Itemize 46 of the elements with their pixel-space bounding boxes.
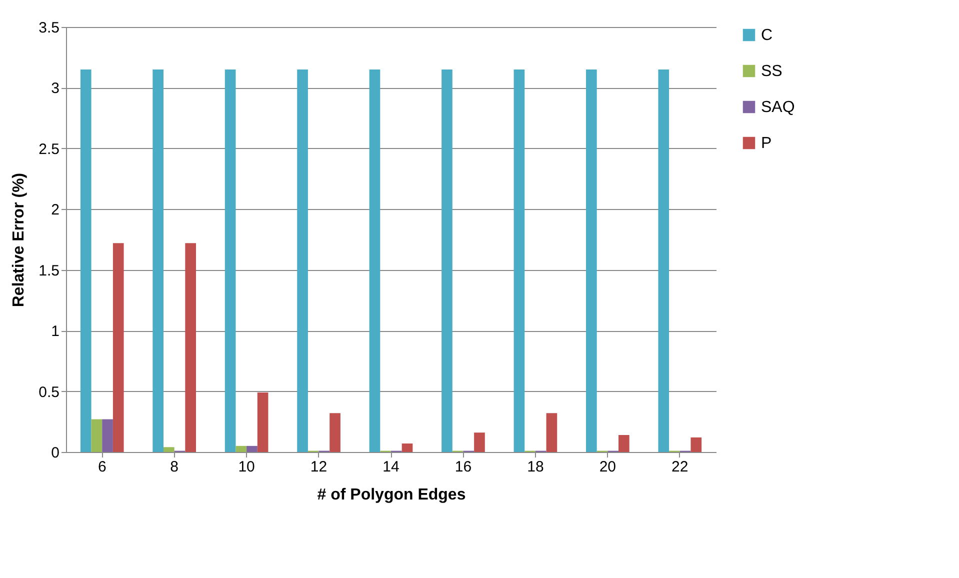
bar bbox=[185, 243, 196, 452]
x-tick-label: 16 bbox=[454, 458, 472, 476]
bar bbox=[164, 447, 174, 452]
bar bbox=[257, 392, 268, 452]
x-tick-label: 20 bbox=[599, 458, 616, 476]
legend-label: P bbox=[761, 135, 772, 152]
legend-label: SS bbox=[761, 63, 782, 80]
bar bbox=[246, 446, 258, 452]
y-tick-label: 1 bbox=[51, 323, 60, 340]
y-axis-title: Relative Error (%) bbox=[10, 172, 28, 308]
x-axis-title: # of Polygon Edges bbox=[317, 486, 466, 504]
bar bbox=[330, 413, 340, 452]
bar bbox=[297, 70, 308, 452]
y-tick-label: 0.5 bbox=[38, 384, 60, 401]
bar bbox=[102, 419, 113, 452]
bar bbox=[224, 70, 236, 452]
bar bbox=[91, 419, 102, 452]
y-tick-label: 2.5 bbox=[38, 140, 60, 158]
x-tick-label: 12 bbox=[310, 458, 328, 476]
bar bbox=[546, 413, 558, 452]
y-tick-label: 3.5 bbox=[38, 20, 60, 36]
y-tick-label: 2 bbox=[51, 202, 60, 219]
bar bbox=[80, 70, 92, 452]
bar bbox=[618, 435, 630, 452]
bar bbox=[152, 70, 164, 452]
x-tick-label: 6 bbox=[98, 458, 106, 476]
x-tick-label: 8 bbox=[170, 458, 179, 476]
y-tick-label: 3 bbox=[51, 80, 60, 98]
x-tick-label: 18 bbox=[527, 458, 544, 476]
x-tick-label: 14 bbox=[382, 458, 400, 476]
bar bbox=[442, 70, 452, 452]
y-tick-label: 1.5 bbox=[38, 262, 60, 280]
y-tick-label: 0 bbox=[51, 444, 60, 462]
x-tick-label: 10 bbox=[238, 458, 255, 476]
bar bbox=[514, 70, 525, 452]
bar bbox=[402, 444, 413, 452]
bar bbox=[658, 70, 670, 452]
bar bbox=[474, 432, 485, 452]
bar bbox=[369, 70, 380, 452]
legend-label: SAQ bbox=[761, 99, 795, 116]
bar bbox=[112, 243, 124, 452]
legend-label: C bbox=[761, 27, 773, 44]
x-tick-label: 22 bbox=[672, 458, 688, 476]
bar bbox=[690, 437, 702, 452]
bar bbox=[236, 446, 247, 452]
bar bbox=[586, 70, 597, 452]
